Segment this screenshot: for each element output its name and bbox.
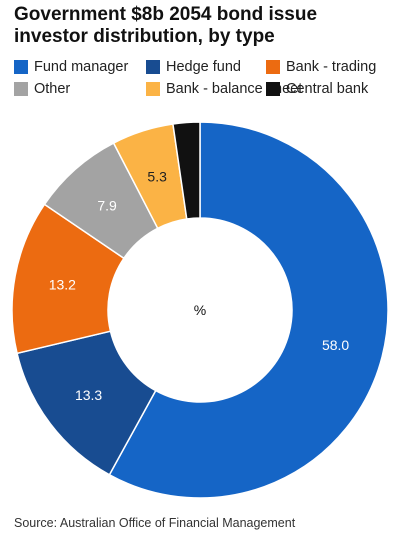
legend-swatch: [266, 60, 280, 74]
slice-central-bank: [172, 121, 201, 220]
legend: Fund manager Hedge fund Bank - trading Othe…: [14, 58, 394, 98]
legend-label: Fund manager: [34, 59, 129, 75]
center-unit-label: %: [194, 302, 206, 318]
slice-fund-manager: [108, 121, 389, 499]
legend-item-hedge-fund: Hedge fund: [146, 58, 266, 76]
legend-item-other: Other: [14, 80, 146, 98]
slice-value-label: 5.3: [147, 169, 167, 185]
legend-swatch: [266, 82, 280, 96]
legend-item-bank-balance-sheet: Bank - balance sheet: [146, 80, 302, 98]
legend-swatch: [146, 82, 160, 96]
chart-title: Government $8b 2054 bond issue investor …: [14, 4, 318, 47]
legend-swatch: [146, 60, 160, 74]
legend-label: Hedge fund: [166, 59, 241, 75]
legend-item-bank-trading: Bank - trading: [266, 58, 394, 76]
source-note: Source: Australian Office of Financial M…: [14, 516, 296, 530]
slice-value-label: 7.9: [97, 197, 117, 213]
legend-label: Bank - trading: [286, 59, 377, 75]
slice-value-label: 13.2: [49, 277, 76, 293]
slice-value-label: 58.0: [322, 337, 349, 353]
legend-swatch: [14, 60, 28, 74]
legend-item-fund-manager: Fund manager: [14, 58, 146, 76]
slice-value-label: 13.3: [75, 387, 102, 403]
legend-swatch: [14, 82, 28, 96]
donut-chart: 58.0 13.3 13.2 7.9 5.3%: [11, 121, 389, 499]
legend-label: Central bank: [286, 81, 369, 97]
legend-label: Other: [34, 81, 71, 97]
legend-item-central-bank: Central bank: [266, 80, 394, 98]
